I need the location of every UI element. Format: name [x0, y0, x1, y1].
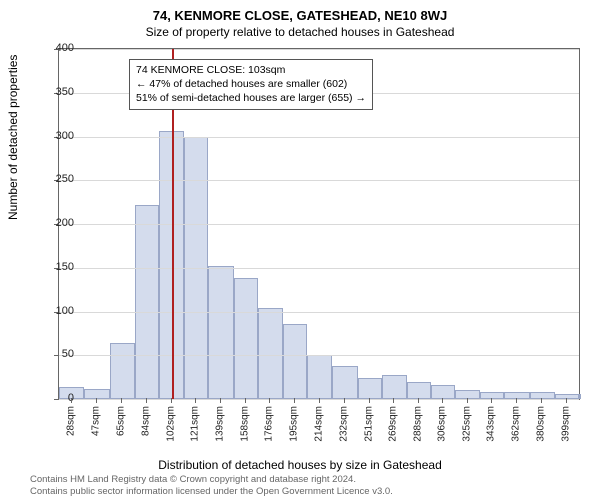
xtick-label: 214sqm: [313, 406, 324, 442]
xtick-label: 65sqm: [116, 406, 127, 436]
bar: [258, 308, 283, 399]
x-axis-label: Distribution of detached houses by size …: [0, 458, 600, 472]
bar: [579, 394, 581, 399]
ytick-label: 250: [34, 173, 74, 185]
bar: [332, 366, 357, 399]
xtick-mark: [344, 398, 345, 403]
xtick-mark: [96, 398, 97, 403]
xtick-mark: [269, 398, 270, 403]
xtick-label: 362sqm: [511, 406, 522, 442]
xtick-label: 84sqm: [141, 406, 152, 436]
bar: [480, 392, 504, 399]
bar: [382, 375, 407, 400]
xtick-label: 102sqm: [165, 406, 176, 442]
xtick-label: 195sqm: [289, 406, 300, 442]
chart-subtitle: Size of property relative to detached ho…: [0, 23, 600, 39]
annotation-line2: ← 47% of detached houses are smaller (60…: [136, 77, 366, 91]
xtick-label: 380sqm: [536, 406, 547, 442]
chart-title: 74, KENMORE CLOSE, GATESHEAD, NE10 8WJ: [0, 0, 600, 23]
xtick-label: 306sqm: [437, 406, 448, 442]
xtick-mark: [146, 398, 147, 403]
gridline: [59, 312, 579, 313]
xtick-label: 343sqm: [486, 406, 497, 442]
xtick-mark: [195, 398, 196, 403]
xtick-mark: [418, 398, 419, 403]
xtick-mark: [393, 398, 394, 403]
xtick-label: 28sqm: [65, 406, 76, 436]
xtick-mark: [319, 398, 320, 403]
gridline: [59, 355, 579, 356]
bar: [455, 390, 480, 399]
ytick-label: 200: [34, 217, 74, 229]
annotation-box: 74 KENMORE CLOSE: 103sqm ← 47% of detach…: [129, 59, 373, 110]
footer-line2: Contains public sector information licen…: [30, 486, 393, 498]
xtick-label: 269sqm: [388, 406, 399, 442]
ytick-label: 400: [34, 42, 74, 54]
xtick-label: 176sqm: [264, 406, 275, 442]
bar: [110, 343, 135, 399]
xtick-label: 251sqm: [363, 406, 374, 442]
xtick-label: 399sqm: [561, 406, 572, 442]
gridline: [59, 49, 579, 50]
xtick-mark: [220, 398, 221, 403]
ytick-label: 100: [34, 305, 74, 317]
ytick-label: 0: [34, 392, 74, 404]
xtick-mark: [294, 398, 295, 403]
gridline: [59, 268, 579, 269]
bar: [358, 378, 382, 399]
ytick-label: 300: [34, 130, 74, 142]
xtick-label: 325sqm: [461, 406, 472, 442]
xtick-mark: [442, 398, 443, 403]
annotation-line3: 51% of semi-detached houses are larger (…: [136, 91, 366, 105]
ytick-label: 350: [34, 86, 74, 98]
footer-line1: Contains HM Land Registry data © Crown c…: [30, 474, 393, 486]
gridline: [59, 137, 579, 138]
xtick-mark: [121, 398, 122, 403]
gridline: [59, 224, 579, 225]
bar: [407, 382, 431, 400]
annotation-line1: 74 KENMORE CLOSE: 103sqm: [136, 63, 366, 77]
xtick-mark: [245, 398, 246, 403]
plot-area: 74 KENMORE CLOSE: 103sqm ← 47% of detach…: [58, 48, 580, 400]
y-axis-label: Number of detached properties: [6, 55, 20, 220]
gridline: [59, 180, 579, 181]
xtick-mark: [369, 398, 370, 403]
xtick-mark: [491, 398, 492, 403]
ytick-label: 150: [34, 261, 74, 273]
xtick-mark: [467, 398, 468, 403]
chart-container: 74, KENMORE CLOSE, GATESHEAD, NE10 8WJ S…: [0, 0, 600, 500]
ytick-label: 50: [34, 348, 74, 360]
bar: [208, 266, 233, 399]
bar: [234, 278, 258, 399]
bar: [307, 355, 332, 399]
xtick-label: 232sqm: [339, 406, 350, 442]
xtick-mark: [566, 398, 567, 403]
xtick-label: 158sqm: [239, 406, 250, 442]
bar: [283, 324, 307, 399]
bar: [135, 205, 159, 399]
xtick-mark: [541, 398, 542, 403]
xtick-label: 47sqm: [91, 406, 102, 436]
xtick-label: 121sqm: [190, 406, 201, 442]
xtick-mark: [516, 398, 517, 403]
footer: Contains HM Land Registry data © Crown c…: [30, 474, 393, 498]
xtick-label: 288sqm: [413, 406, 424, 442]
bar: [431, 385, 455, 399]
xtick-mark: [71, 398, 72, 403]
xtick-label: 139sqm: [215, 406, 226, 442]
